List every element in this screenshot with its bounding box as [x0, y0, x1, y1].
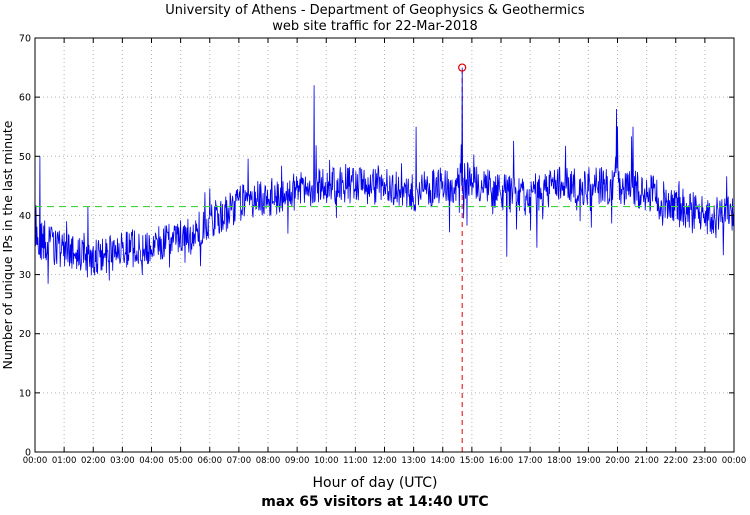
y-tick-label: 60	[19, 93, 31, 104]
x-tick-label: 09:00	[285, 456, 310, 466]
max-point-marker	[458, 63, 467, 72]
x-tick-label: 13:00	[401, 456, 426, 466]
x-axis-title: Hour of day (UTC)	[312, 475, 438, 491]
y-tick-label: 0	[25, 448, 31, 459]
y-tick-label: 30	[19, 270, 31, 281]
x-tick-label: 08:00	[256, 456, 281, 466]
plot-border	[34, 37, 735, 453]
x-tick-label: 00:00	[23, 456, 48, 466]
x-tick-label: 10:00	[314, 456, 339, 466]
y-tick-label: 40	[19, 211, 31, 222]
x-tick-label: 00:00	[722, 456, 747, 466]
x-tick-label: 18:00	[547, 456, 572, 466]
x-tick-label: 21:00	[634, 456, 659, 466]
y-tick-label: 50	[19, 152, 31, 163]
x-tick-label: 14:00	[431, 456, 456, 466]
x-tick-label: 12:00	[372, 456, 397, 466]
x-tick-label: 19:00	[576, 456, 601, 466]
x-tick-label: 17:00	[518, 456, 543, 466]
x-tick-label: 11:00	[343, 456, 368, 466]
x-tick-label: 03:00	[110, 456, 135, 466]
x-tick-label: 20:00	[605, 456, 630, 466]
traffic-series-line	[34, 67, 735, 284]
x-tick-label: 04:00	[139, 456, 164, 466]
y-tick-label: 20	[19, 329, 31, 340]
chart-subtitle: web site traffic for 22-Mar-2018	[272, 19, 478, 34]
max-annotation: max 65 visitors at 14:40 UTC	[261, 494, 489, 510]
x-tick-label: 05:00	[168, 456, 193, 466]
y-tick-label: 10	[19, 388, 31, 399]
x-tick-label: 07:00	[227, 456, 252, 466]
x-tick-label: 15:00	[460, 456, 485, 466]
x-tick-label: 23:00	[693, 456, 718, 466]
x-tick-label: 06:00	[198, 456, 223, 466]
x-tick-label: 02:00	[81, 456, 106, 466]
x-tick-label: 01:00	[52, 456, 77, 466]
chart-title: University of Athens - Department of Geo…	[165, 3, 585, 18]
x-tick-label: 22:00	[664, 456, 689, 466]
y-tick-label: 70	[19, 34, 31, 45]
y-axis-title: Number of unique IPs in the last minute	[0, 120, 15, 369]
x-tick-label: 16:00	[489, 456, 514, 466]
